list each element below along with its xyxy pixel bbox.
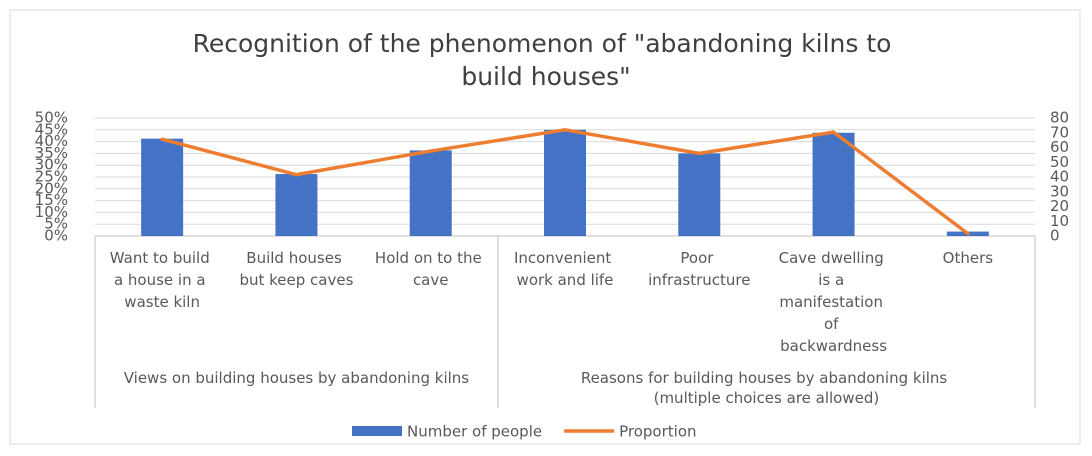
y2-tick-label: 40 xyxy=(1050,168,1069,186)
y-tick-label: 20% xyxy=(35,179,68,197)
y2-tick-label: 50 xyxy=(1050,153,1069,171)
y2-tick-label: 70 xyxy=(1050,123,1069,141)
bar xyxy=(275,174,318,236)
y-tick-label: 25% xyxy=(35,168,68,186)
y-tick-label: 45% xyxy=(35,120,68,138)
group-label: Reasons for building houses by abandonin… xyxy=(581,369,952,407)
y-tick-label: 0% xyxy=(44,227,68,245)
y-tick-label: 30% xyxy=(35,156,68,174)
y-tick-label: 40% xyxy=(35,132,68,150)
chart-title: Recognition of the phenomenon of "abando… xyxy=(193,29,900,91)
legend-label: Number of people xyxy=(407,423,542,441)
bar xyxy=(812,132,855,236)
y2-tick-label: 60 xyxy=(1050,138,1069,156)
y2-tick-label: 30 xyxy=(1050,182,1069,200)
y-tick-label: 50% xyxy=(35,109,68,127)
legend-swatch xyxy=(352,426,402,436)
bar xyxy=(544,129,586,236)
y2-tick-label: 0 xyxy=(1050,227,1060,245)
y-tick-label: 5% xyxy=(44,215,68,233)
x-tick-label: Cave dwelling is a manifestation of back… xyxy=(779,249,889,355)
bar xyxy=(141,138,184,236)
y2-tick-label: 80 xyxy=(1050,109,1069,127)
x-tick-label: Build houses but keep caves xyxy=(239,249,353,289)
group-label: Views on building houses by abandoning k… xyxy=(124,369,470,387)
x-tick-label: Poor infrastructure xyxy=(648,249,750,289)
x-tick-label: Hold on to the cave xyxy=(375,249,487,289)
bar xyxy=(409,150,452,236)
x-tick-label: Want to build a house in a waste kiln xyxy=(110,249,215,311)
bar xyxy=(678,153,721,236)
line xyxy=(160,128,970,236)
y2-tick-label: 20 xyxy=(1050,197,1069,215)
x-tick-label: Inconvenient work and life xyxy=(514,249,616,289)
legend-label: Proportion xyxy=(619,423,696,441)
y-tick-label: 35% xyxy=(35,144,68,162)
y2-tick-label: 10 xyxy=(1050,212,1069,230)
y-tick-label: 10% xyxy=(35,203,68,221)
x-tick-label: Others xyxy=(943,249,994,267)
y-tick-label: 15% xyxy=(35,191,68,209)
